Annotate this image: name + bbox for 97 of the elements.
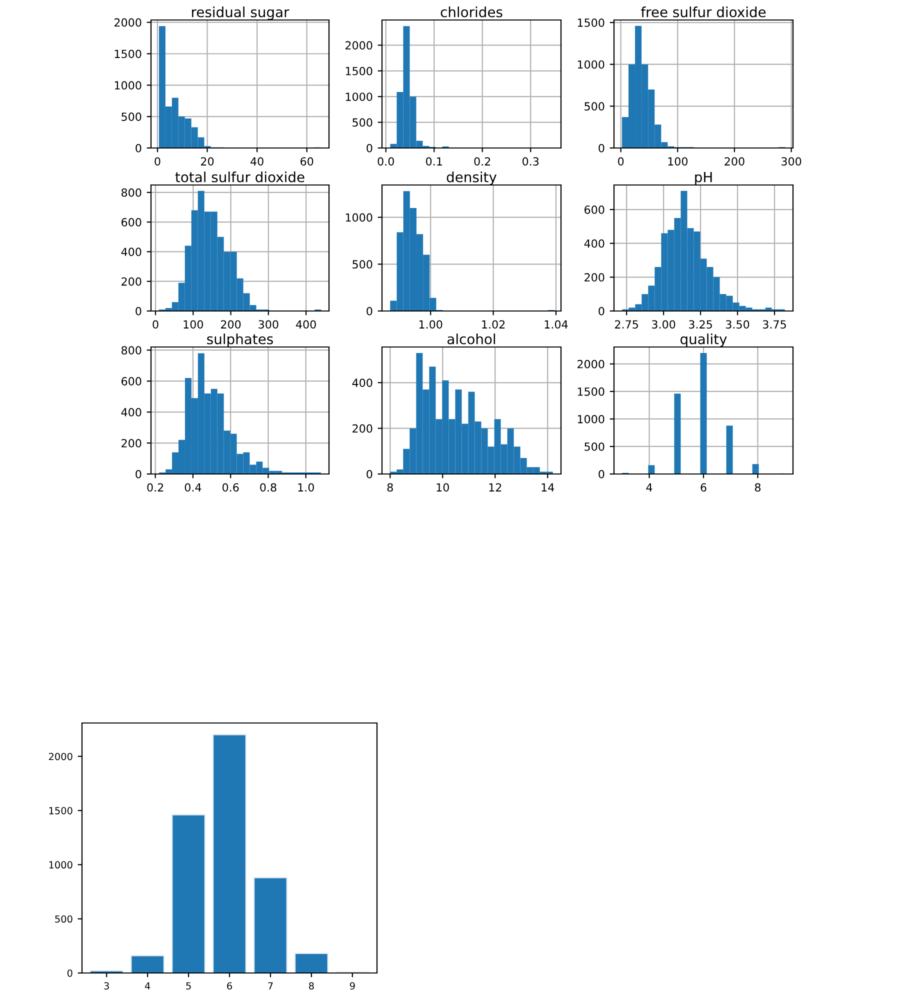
x-tick-label: 4 xyxy=(646,483,652,492)
x-tick-label: 3.50 xyxy=(726,320,750,329)
y-tick-label: 600 xyxy=(584,206,604,214)
y-tick-label: 0 xyxy=(598,144,604,152)
y-tick-label: 500 xyxy=(352,118,372,127)
x-tick-label: 0.8 xyxy=(260,483,276,492)
y-tick-label: 2000 xyxy=(48,752,72,760)
x-tick-label: 9 xyxy=(350,982,355,990)
chart-title: quality xyxy=(680,334,727,347)
y-tick-label: 200 xyxy=(584,273,604,282)
y-tick-label: 400 xyxy=(584,239,604,248)
y-tick-label: 500 xyxy=(352,260,372,269)
x-tick-label: 0.3 xyxy=(522,157,539,166)
y-tick-label: 1500 xyxy=(578,387,604,396)
x-tick-label: 12 xyxy=(489,483,502,492)
x-tick-label: 0 xyxy=(618,157,624,166)
y-tick-label: 1000 xyxy=(578,60,604,69)
y-tick-label: 1500 xyxy=(578,18,604,27)
chart-title: free sulfur dioxide xyxy=(640,6,766,18)
y-tick-label: 1000 xyxy=(346,213,372,222)
chart-title: pH xyxy=(695,172,712,185)
x-tick-label: 20 xyxy=(201,157,214,166)
y-tick-label: 0 xyxy=(598,470,604,478)
x-tick-label: 8 xyxy=(387,483,393,492)
x-tick-label: 1.0 xyxy=(298,483,314,492)
x-tick-label: 100 xyxy=(668,157,688,166)
y-tick-label: 0 xyxy=(67,969,72,977)
x-tick-label: 1.04 xyxy=(544,320,568,329)
y-tick-label: 400 xyxy=(121,408,142,416)
y-tick-label: 500 xyxy=(55,915,72,923)
y-tick-label: 600 xyxy=(122,218,142,226)
y-tick-label: 0 xyxy=(136,306,142,316)
y-tick-label: 0 xyxy=(366,306,372,316)
x-tick-label: 7 xyxy=(268,982,273,990)
x-tick-label: 0 xyxy=(154,157,160,166)
y-tick-label: 0 xyxy=(136,470,142,478)
chart-title: chlorides xyxy=(440,6,502,18)
y-tick-label: 1000 xyxy=(346,92,372,101)
x-tick-label: 60 xyxy=(300,157,314,166)
x-tick-label: 40 xyxy=(250,157,264,166)
x-tick-label: 3.00 xyxy=(652,320,676,329)
x-tick-label: 200 xyxy=(724,157,744,166)
y-tick-label: 0 xyxy=(366,144,372,152)
y-tick-label: 200 xyxy=(122,439,142,448)
x-tick-label: 0.2 xyxy=(474,157,490,166)
x-tick-label: 1.02 xyxy=(482,320,505,329)
y-tick-label: 1000 xyxy=(114,81,142,90)
x-tick-label: 14 xyxy=(542,483,554,492)
y-tick-label: 2000 xyxy=(114,18,142,27)
x-tick-label: 300 xyxy=(782,157,802,166)
y-tick-label: 200 xyxy=(122,277,142,286)
x-tick-label: 0.1 xyxy=(426,157,442,166)
y-tick-label: 800 xyxy=(122,346,142,354)
chart-title: residual sugar xyxy=(192,6,290,20)
x-tick-label: 0.0 xyxy=(378,157,394,166)
chart-title: density xyxy=(446,172,497,185)
y-tick-label: 1000 xyxy=(49,861,72,869)
x-tick-label: 0.2 xyxy=(147,483,164,492)
chart-title: alcohol xyxy=(448,334,496,344)
y-tick-label: 200 xyxy=(352,424,372,433)
y-tick-label: 0 xyxy=(136,144,142,152)
y-tick-label: 800 xyxy=(122,188,142,197)
x-tick-label: 1.00 xyxy=(419,320,442,329)
x-tick-label: 400 xyxy=(296,320,316,329)
y-tick-label: 2000 xyxy=(346,41,372,50)
y-tick-label: 0 xyxy=(366,470,372,478)
x-tick-label: 100 xyxy=(184,320,204,329)
y-tick-label: 400 xyxy=(121,248,142,256)
x-tick-label: 8 xyxy=(309,982,314,990)
y-tick-label: 1000 xyxy=(578,414,604,424)
x-tick-label: 3.75 xyxy=(762,320,786,329)
y-tick-label: 1500 xyxy=(49,807,72,814)
chart-title: sulphates xyxy=(207,334,273,347)
x-tick-label: 8 xyxy=(754,483,761,492)
x-tick-label: 3 xyxy=(104,982,109,990)
x-tick-label: 6 xyxy=(700,483,706,492)
y-tick-label: 1500 xyxy=(114,50,142,58)
y-tick-label: 400 xyxy=(352,378,372,388)
y-tick-label: 500 xyxy=(584,442,604,451)
y-tick-label: 600 xyxy=(122,377,142,386)
x-tick-label: 10 xyxy=(436,483,449,492)
x-tick-label: 0.6 xyxy=(222,483,239,492)
y-tick-label: 0 xyxy=(598,306,604,316)
x-tick-label: 3.25 xyxy=(689,320,712,329)
x-tick-label: 6 xyxy=(227,982,232,990)
x-tick-label: 0.4 xyxy=(184,483,202,492)
chart-title: total sulfur dioxide xyxy=(175,172,304,182)
x-tick-label: 200 xyxy=(220,320,241,329)
y-tick-label: 1500 xyxy=(346,66,372,76)
y-tick-label: 500 xyxy=(584,102,604,111)
x-tick-label: 4 xyxy=(144,982,150,990)
y-tick-label: 2000 xyxy=(578,360,604,368)
x-tick-label: 2.75 xyxy=(615,320,638,329)
x-tick-label: 0 xyxy=(152,320,158,329)
x-tick-label: 5 xyxy=(186,982,191,990)
x-tick-label: 300 xyxy=(258,320,278,329)
y-tick-label: 500 xyxy=(122,112,142,121)
